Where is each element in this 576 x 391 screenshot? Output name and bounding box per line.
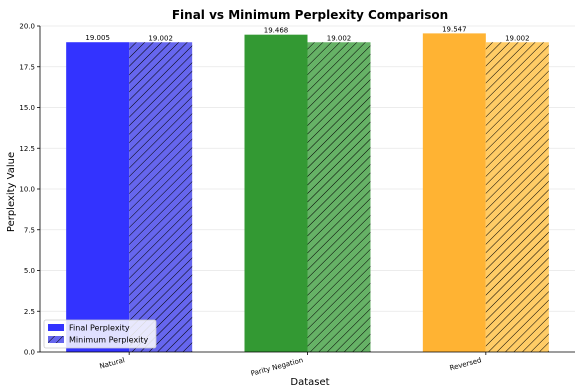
bar-hatch <box>129 42 193 353</box>
data-label: 19.468 <box>264 27 289 35</box>
y-tick-label: 12.5 <box>19 145 35 153</box>
bar-final <box>66 42 130 352</box>
data-label: 19.005 <box>85 34 110 42</box>
y-tick-label: 0.0 <box>24 349 35 357</box>
bar-hatch <box>307 42 371 353</box>
data-label: 19.547 <box>442 25 467 33</box>
legend: Final Perplexity Minimum Perplexity <box>43 319 157 349</box>
y-tick-label: 7.5 <box>24 226 35 234</box>
x-tick-label: Reversed <box>449 356 483 372</box>
y-tick-label: 10.0 <box>19 186 35 194</box>
data-label: 19.002 <box>505 34 530 42</box>
y-tick-label: 17.5 <box>19 63 35 71</box>
y-tick-label: 5.0 <box>24 267 35 275</box>
data-label: 19.002 <box>148 34 173 42</box>
chart-title: Final vs Minimum Perplexity Comparison <box>172 8 448 22</box>
data-label: 19.002 <box>327 34 352 42</box>
y-tick-label: 20.0 <box>19 23 35 31</box>
x-tick-label: Natural <box>99 356 126 370</box>
y-axis-label: Perplexity Value <box>6 152 17 232</box>
legend-swatch <box>48 324 64 331</box>
bars: 19.005 19.002 19.468 19.002 19.547 19.002 <box>66 25 549 353</box>
bar-final <box>244 34 308 352</box>
legend-swatch-hatch <box>48 336 64 343</box>
y-tick-label: 2.5 <box>24 308 35 316</box>
y-tick-label: 15.0 <box>19 104 35 112</box>
legend-entry: Minimum Perplexity <box>69 336 149 345</box>
legend-entry: Final Perplexity <box>69 324 130 333</box>
x-tick-label: Parity Negation <box>250 356 304 378</box>
bar-hatch <box>485 42 549 353</box>
x-axis-label: Dataset <box>290 377 329 388</box>
bar-final <box>422 33 486 352</box>
legend-box <box>43 319 157 349</box>
